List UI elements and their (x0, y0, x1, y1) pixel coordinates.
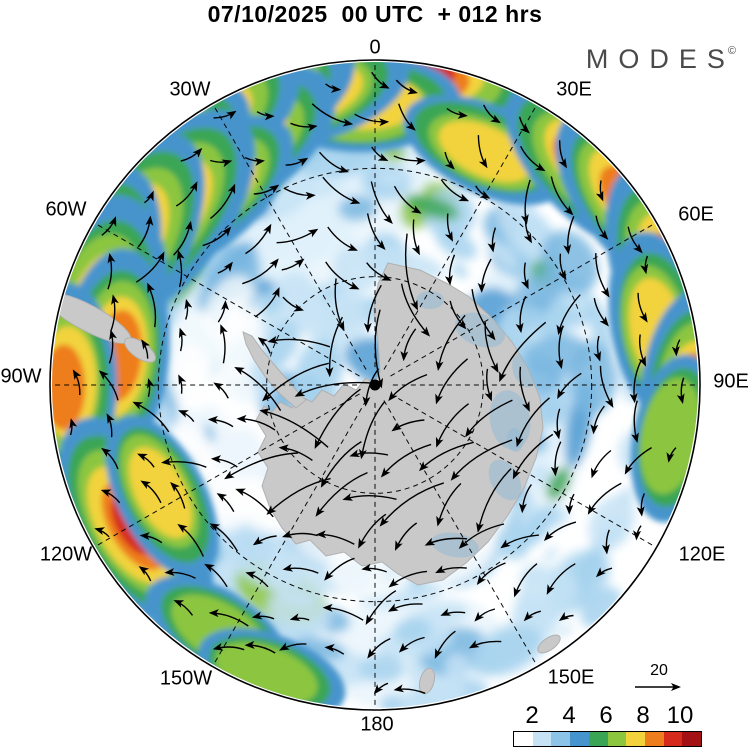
colorbar-segment (607, 732, 627, 746)
colorbar-tick-label: 10 (666, 702, 694, 729)
colorbar-segment (514, 732, 533, 746)
copyright-mark: © (727, 45, 736, 57)
colorbar (513, 731, 702, 747)
colorbar-segment (532, 732, 552, 746)
lon-label-0: 0 (369, 36, 381, 59)
colorbar-segment (626, 732, 645, 746)
graticule (52, 62, 698, 708)
colorbar-tick-label: 4 (562, 702, 576, 729)
colorbar-segment (663, 732, 683, 746)
land-island (418, 667, 436, 695)
colorbar-tick-label: 6 (599, 702, 613, 729)
lon-label-120W: 120W (39, 543, 93, 566)
colorbar-segment (570, 732, 589, 746)
lon-label-90E: 90E (713, 370, 749, 393)
colorbar-segment (644, 732, 664, 746)
lon-label-120E: 120E (678, 543, 726, 566)
colorbar-tick-label: 8 (636, 702, 650, 729)
chart-title: 07/10/2025 00 UTC + 012 hrs (207, 1, 543, 27)
map-boundary (49, 59, 701, 711)
colorbar-tick-label: 2 (525, 702, 539, 729)
land-island (537, 634, 561, 654)
lon-label-150W: 150W (159, 667, 213, 690)
colorbar-segment (682, 732, 702, 746)
pole-dot (369, 379, 381, 391)
lon-label-150E: 150E (547, 666, 595, 689)
lon-label-180: 180 (360, 713, 394, 736)
colorbar-segment (588, 732, 608, 746)
lon-label-30W: 30W (169, 78, 211, 101)
lon-label-30E: 30E (556, 78, 592, 101)
colorbar-segment (551, 732, 571, 746)
lon-label-60W: 60W (45, 198, 87, 221)
reference-vector-arrow (635, 683, 681, 691)
modes-logo-text: MODES (585, 44, 735, 74)
reference-vector-label: 20 (650, 662, 668, 679)
wind-vectors (69, 71, 685, 695)
lon-label-90W: 90W (0, 365, 42, 388)
lon-label-60E: 60E (678, 203, 714, 226)
modes-logo: MODES© (586, 44, 736, 75)
